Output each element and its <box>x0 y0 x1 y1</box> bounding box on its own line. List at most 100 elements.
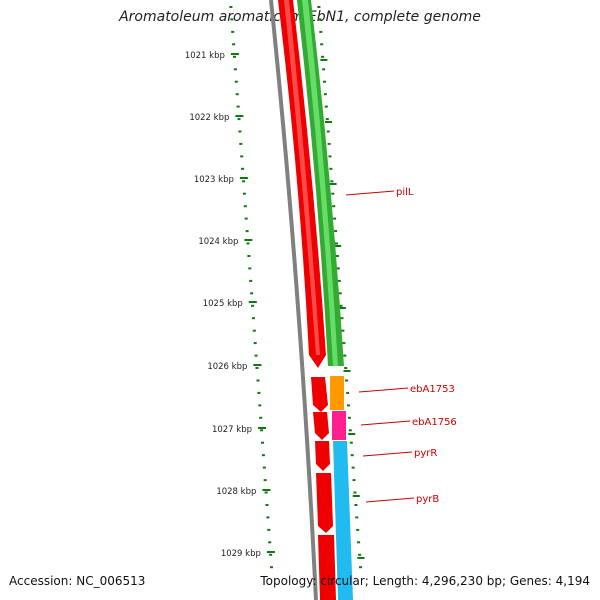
minor-tick <box>342 342 346 345</box>
scale-label: 1023 kbp <box>194 175 234 185</box>
gene-label-ebA1753: ebA1753 <box>410 384 455 395</box>
major-tick <box>320 59 328 61</box>
minor-tick <box>337 279 341 282</box>
minor-tick <box>269 553 273 556</box>
cyan-feature <box>333 441 353 600</box>
minor-tick <box>319 30 323 33</box>
orange-feature <box>330 376 344 410</box>
scale-label: 1022 kbp <box>189 113 229 123</box>
minor-tick <box>257 391 261 394</box>
major-tick <box>258 427 266 429</box>
reverse-strand-track <box>278 0 336 600</box>
minor-tick <box>242 192 246 195</box>
scale-label: 1021 kbp <box>185 51 225 61</box>
leader-line-pill <box>345 190 395 196</box>
minor-tick <box>333 217 337 220</box>
leader-line-pyrB <box>365 497 415 503</box>
minor-tick <box>353 491 357 494</box>
minor-tick <box>328 155 332 158</box>
minor-tick <box>251 317 255 320</box>
minor-tick <box>259 416 263 419</box>
gene-labels: pilL ebA1753 ebA1756 pyrR pyrB <box>396 187 457 505</box>
reverse-cds <box>311 377 328 412</box>
minor-tick <box>321 55 325 58</box>
pink-feature <box>332 411 346 440</box>
minor-tick <box>359 566 362 569</box>
minor-tick <box>265 504 269 506</box>
minor-tick <box>336 267 340 270</box>
scale-label: 1024 kbp <box>198 237 238 247</box>
major-tick <box>244 239 253 241</box>
minor-tick <box>346 391 350 394</box>
reverse-cds <box>313 412 329 440</box>
minor-tick <box>348 429 352 432</box>
major-tick <box>343 370 351 372</box>
minor-tick <box>251 304 254 307</box>
minor-tick <box>253 342 257 345</box>
minor-tick <box>236 105 240 108</box>
reverse-cds <box>318 535 336 600</box>
scale-label: 1028 kbp <box>216 487 256 497</box>
minor-tick <box>325 118 329 121</box>
genome-backbone <box>269 0 318 600</box>
minor-tick <box>317 6 321 8</box>
reverse-cds-long-highlight <box>284 0 320 355</box>
minor-tick <box>334 230 338 233</box>
genome-summary: Topology: circular; Length: 4,296,230 bp… <box>260 574 590 588</box>
major-tick <box>230 53 239 55</box>
gene-label-pyrB: pyrB <box>416 494 439 505</box>
minor-tick <box>358 553 362 556</box>
minor-tick <box>246 242 250 245</box>
minor-tick <box>355 516 359 519</box>
minor-tick <box>343 354 347 357</box>
minor-tick <box>326 130 330 133</box>
minor-tick <box>260 429 264 432</box>
minor-tick <box>242 180 245 183</box>
minor-tick <box>247 255 251 257</box>
minor-tick <box>344 367 348 369</box>
minor-tick <box>323 80 326 83</box>
minor-tick <box>349 441 353 444</box>
scale-label: 1027 kbp <box>212 425 252 435</box>
minor-tick <box>230 18 234 21</box>
minor-tick <box>329 167 333 170</box>
minor-tick <box>350 454 354 457</box>
minor-tick <box>331 192 335 195</box>
minor-tick <box>241 167 245 170</box>
major-tick <box>239 177 248 179</box>
major-tick <box>352 495 360 497</box>
minor-tick <box>262 466 266 469</box>
minor-tick <box>354 504 358 506</box>
minor-tick <box>252 329 256 332</box>
scale-labels-group: 1021 kbp 1022 kbp 1023 kbp 1024 kbp 1025 kbp… <box>185 51 261 559</box>
minor-tick <box>332 205 336 208</box>
leader-line-ebA1756 <box>360 420 411 426</box>
minor-tick <box>254 354 258 357</box>
scale-label: 1029 kbp <box>221 549 261 559</box>
minor-tick <box>245 230 249 233</box>
minor-tick <box>335 255 339 257</box>
major-tick <box>325 121 332 123</box>
major-tick <box>235 115 244 117</box>
minor-tick <box>322 68 326 71</box>
major-tick <box>262 489 271 491</box>
major-tick <box>334 245 342 247</box>
major-tick <box>357 557 365 559</box>
minor-tick <box>263 479 267 482</box>
minor-tick <box>238 130 242 133</box>
minor-tick <box>264 491 268 494</box>
minor-tick <box>323 93 327 96</box>
minor-tick <box>356 528 360 531</box>
major-tick <box>266 551 275 553</box>
accession-text: Accession: NC_006513 <box>9 574 146 588</box>
minor-tick <box>243 205 247 208</box>
leader-line-pyrR <box>362 451 413 457</box>
minor-tick <box>233 55 236 58</box>
minor-tick <box>266 516 270 519</box>
minor-tick <box>261 454 265 457</box>
minor-tick <box>244 217 248 220</box>
reverse-cds <box>315 441 330 471</box>
major-tick <box>329 183 337 185</box>
scale-label: 1026 kbp <box>207 362 247 372</box>
